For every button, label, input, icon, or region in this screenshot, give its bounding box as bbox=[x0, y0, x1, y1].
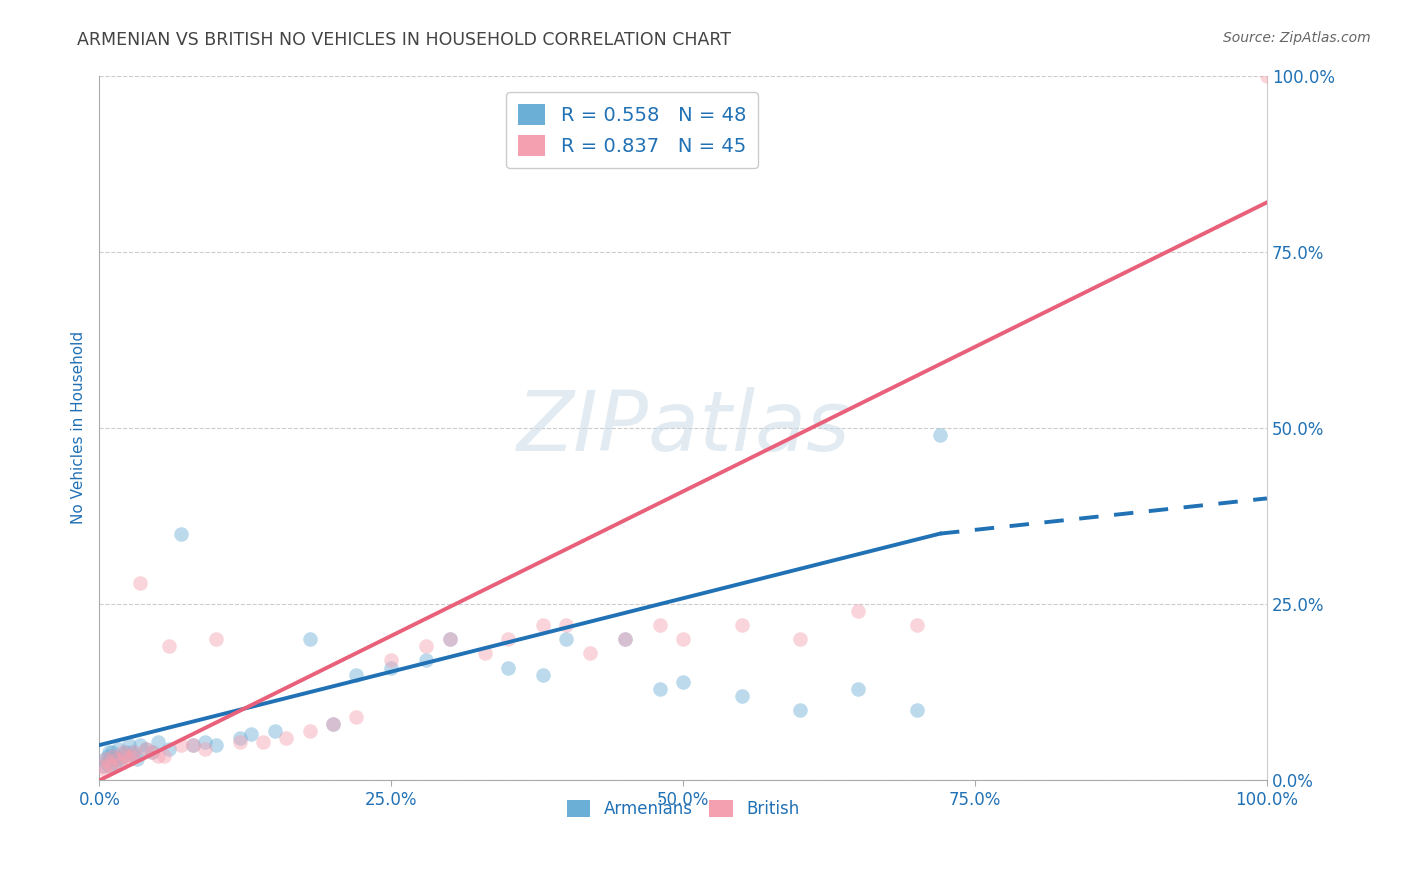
Point bbox=[135, 741, 157, 756]
Point bbox=[152, 748, 174, 763]
Point bbox=[672, 632, 695, 647]
Point bbox=[439, 632, 461, 647]
Point bbox=[344, 667, 367, 681]
Y-axis label: No Vehicles in Household: No Vehicles in Household bbox=[72, 331, 86, 524]
Point bbox=[555, 632, 578, 647]
Point bbox=[648, 618, 671, 632]
Point bbox=[496, 632, 519, 647]
Point bbox=[100, 759, 122, 773]
Point bbox=[121, 748, 143, 763]
Point bbox=[124, 745, 146, 759]
Point bbox=[129, 576, 152, 591]
Legend: Armenians, British: Armenians, British bbox=[561, 793, 806, 825]
Point bbox=[439, 632, 461, 647]
Point bbox=[98, 759, 121, 773]
Point bbox=[103, 748, 125, 763]
Point bbox=[322, 717, 344, 731]
Point bbox=[135, 741, 157, 756]
Point bbox=[672, 674, 695, 689]
Point bbox=[125, 752, 148, 766]
Point bbox=[121, 745, 143, 759]
Point bbox=[170, 738, 193, 752]
Point bbox=[159, 741, 181, 756]
Point bbox=[159, 640, 181, 654]
Point bbox=[905, 618, 928, 632]
Point bbox=[578, 647, 600, 661]
Point bbox=[846, 604, 869, 618]
Point bbox=[114, 748, 136, 763]
Point bbox=[97, 756, 120, 770]
Point bbox=[193, 741, 215, 756]
Point bbox=[110, 752, 132, 766]
Point bbox=[496, 660, 519, 674]
Point bbox=[91, 759, 114, 773]
Point bbox=[117, 738, 139, 752]
Point bbox=[929, 428, 952, 442]
Point bbox=[96, 756, 118, 770]
Point bbox=[105, 752, 128, 766]
Point bbox=[146, 748, 169, 763]
Point bbox=[648, 681, 671, 696]
Point bbox=[730, 618, 752, 632]
Point bbox=[181, 738, 204, 752]
Point bbox=[555, 618, 578, 632]
Point bbox=[905, 703, 928, 717]
Point bbox=[114, 745, 136, 759]
Point bbox=[97, 745, 120, 759]
Point bbox=[531, 667, 554, 681]
Point bbox=[415, 653, 437, 667]
Point bbox=[101, 745, 124, 759]
Point bbox=[111, 748, 134, 763]
Point bbox=[141, 745, 163, 759]
Point bbox=[380, 660, 402, 674]
Point bbox=[94, 763, 117, 777]
Point bbox=[298, 632, 321, 647]
Point bbox=[344, 710, 367, 724]
Point bbox=[170, 526, 193, 541]
Point bbox=[474, 647, 496, 661]
Point bbox=[789, 632, 811, 647]
Point bbox=[96, 752, 118, 766]
Point bbox=[103, 748, 125, 763]
Point bbox=[298, 723, 321, 738]
Point bbox=[380, 653, 402, 667]
Point bbox=[613, 632, 636, 647]
Text: ZIPatlas: ZIPatlas bbox=[516, 387, 851, 468]
Point bbox=[111, 745, 134, 759]
Point bbox=[94, 752, 117, 766]
Point bbox=[97, 748, 120, 763]
Point bbox=[415, 640, 437, 654]
Point bbox=[141, 745, 163, 759]
Point bbox=[110, 756, 132, 770]
Point bbox=[124, 748, 146, 763]
Point bbox=[205, 738, 228, 752]
Point bbox=[193, 734, 215, 748]
Point bbox=[240, 727, 263, 741]
Point bbox=[228, 731, 250, 745]
Point bbox=[613, 632, 636, 647]
Point bbox=[263, 723, 285, 738]
Point bbox=[276, 731, 298, 745]
Point bbox=[105, 752, 128, 766]
Point bbox=[730, 689, 752, 703]
Point bbox=[846, 681, 869, 696]
Text: ARMENIAN VS BRITISH NO VEHICLES IN HOUSEHOLD CORRELATION CHART: ARMENIAN VS BRITISH NO VEHICLES IN HOUSE… bbox=[77, 31, 731, 49]
Point bbox=[129, 738, 152, 752]
Point bbox=[252, 734, 274, 748]
Point bbox=[228, 734, 250, 748]
Point bbox=[104, 756, 127, 770]
Point bbox=[117, 752, 139, 766]
Point bbox=[146, 734, 169, 748]
Point bbox=[789, 703, 811, 717]
Point bbox=[1256, 69, 1278, 83]
Point bbox=[107, 741, 129, 756]
Point bbox=[91, 759, 114, 773]
Point bbox=[531, 618, 554, 632]
Point bbox=[205, 632, 228, 647]
Point bbox=[322, 717, 344, 731]
Text: Source: ZipAtlas.com: Source: ZipAtlas.com bbox=[1223, 31, 1371, 45]
Point bbox=[100, 752, 122, 766]
Point bbox=[181, 738, 204, 752]
